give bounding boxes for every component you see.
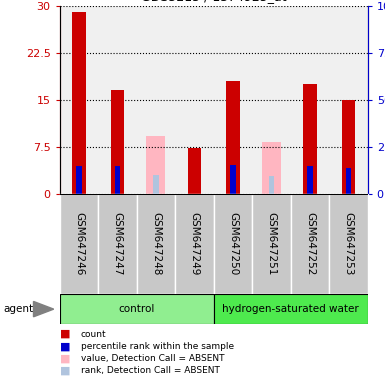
Bar [72,12,85,194]
Text: GSM647252: GSM647252 [305,212,315,276]
Text: ■: ■ [60,341,70,351]
Text: percentile rank within the sample: percentile rank within the sample [81,342,234,351]
Bar [230,165,236,194]
Bar [303,84,316,194]
Bar [188,148,201,194]
Text: hydrogen-saturated water: hydrogen-saturated water [222,304,359,314]
Bar [115,166,120,194]
Text: rank, Detection Call = ABSENT: rank, Detection Call = ABSENT [81,366,220,376]
Text: agent: agent [4,304,34,314]
Text: ■: ■ [60,354,70,364]
Bar [98,194,137,294]
Bar [153,175,159,194]
Bar [60,194,98,294]
Text: count: count [81,329,107,339]
Text: GSM647251: GSM647251 [266,212,276,276]
Bar [346,168,352,194]
Text: GSM647247: GSM647247 [112,212,122,276]
Bar [291,194,329,294]
Polygon shape [33,301,54,317]
Text: value, Detection Call = ABSENT: value, Detection Call = ABSENT [81,354,224,363]
Text: GSM647250: GSM647250 [228,212,238,275]
Bar [214,194,252,294]
Bar [342,100,355,194]
Title: GDS5215 / 1374925_at: GDS5215 / 1374925_at [141,0,286,3]
Text: GSM647248: GSM647248 [151,212,161,276]
Text: GSM647249: GSM647249 [189,212,199,276]
Text: GSM647253: GSM647253 [343,212,353,276]
Bar [262,142,281,194]
Text: ■: ■ [60,366,70,376]
Bar [111,91,124,194]
Bar [60,294,214,324]
Bar [268,176,274,194]
Bar [252,194,291,294]
Bar [175,194,214,294]
Bar [146,136,166,194]
Bar [76,166,82,194]
Bar [137,194,175,294]
Text: ■: ■ [60,329,70,339]
Bar [329,194,368,294]
Text: control: control [119,304,155,314]
Bar [214,294,368,324]
Bar [307,166,313,194]
Text: GSM647246: GSM647246 [74,212,84,276]
Bar [226,81,239,194]
